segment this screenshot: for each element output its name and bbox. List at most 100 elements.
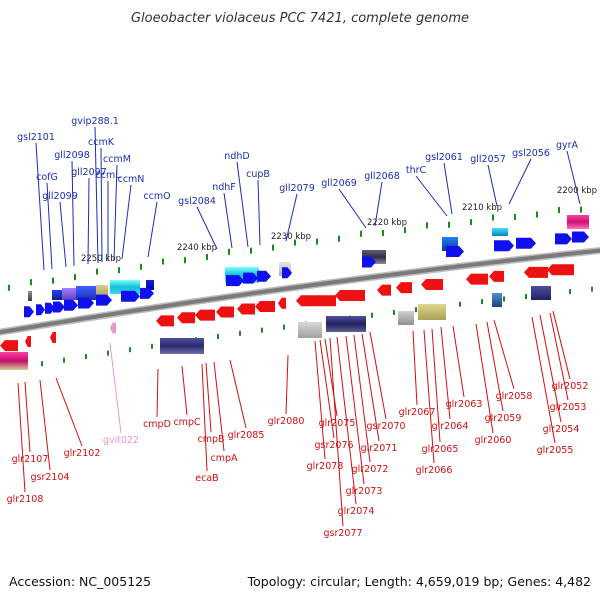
gene-label[interactable]: cupB [246,169,270,180]
reverse-gene-arrow [255,300,275,312]
gene-label[interactable]: cmpB [197,434,224,445]
gene-label[interactable]: glr2053 [550,402,587,413]
gene-labels: gyrA gsl2056 gll2057 gsl2061 thrC gll2068 gll2… [7,116,589,539]
reverse-gene-arrow [524,266,548,278]
gene-label[interactable]: gsr2070 [366,421,405,432]
gene-label[interactable]: glr2075 [319,418,356,429]
gene-label[interactable]: ccmN [118,174,145,185]
cyan-domain-block [492,228,508,236]
gene-label[interactable]: glr2102 [64,448,101,459]
gene-label[interactable]: glr2107 [12,454,49,465]
reverse-gene-arrow [421,279,443,291]
gene-label[interactable]: ccmM [103,154,131,165]
label-leader-line [566,150,581,205]
gene-label[interactable]: gvit022 [103,435,139,446]
pink-domain-block [0,352,28,370]
gene-label[interactable]: gsl2061 [425,152,463,163]
gene-label[interactable]: ccmK [88,137,115,148]
forward-gene-arrow [516,237,536,249]
label-leader-line [493,319,515,390]
grey-domain-block [398,311,414,325]
label-leader-line [113,164,118,261]
gene-label[interactable]: gsl2084 [178,196,216,207]
gene-label[interactable]: gll2097 [71,167,107,178]
gene-label[interactable]: gsr2076 [314,440,353,451]
gene-label[interactable]: glr2108 [7,494,44,505]
reverse-gene-arrow [50,331,56,343]
gene-label[interactable]: glr2078 [307,461,344,472]
gene-label[interactable]: ndhF [212,182,236,193]
label-leader-line [552,310,571,380]
gene-label[interactable]: ecaB [195,473,218,484]
gene-label[interactable]: gsl2056 [512,148,550,159]
gene-label[interactable]: glr2063 [446,399,483,410]
label-leader-line [156,368,159,418]
gene-label[interactable]: ccmO [143,191,170,202]
gene-label[interactable]: gll2069 [321,178,357,189]
gene-label[interactable]: glr2055 [537,445,574,456]
gene-label[interactable]: glr2071 [361,443,398,454]
gene-label[interactable]: ccmL [96,170,122,181]
kbp-label: 2250 kbp [81,254,121,264]
gene-label[interactable]: gll2079 [279,183,315,194]
grey-domain-block [28,291,32,301]
gene-label[interactable]: cmpA [210,453,238,464]
gene-label[interactable]: thrC [406,165,427,176]
gene-label[interactable]: cmpC [173,417,201,428]
forward-gene-arrow [78,297,94,309]
gene-label[interactable]: glr2065 [422,444,459,455]
gene-label[interactable]: glr2072 [352,464,389,475]
reverse-gene-arrow [216,306,234,318]
gene-label[interactable]: glr2066 [416,465,453,476]
gene-label[interactable]: gll2068 [364,171,400,182]
label-leader-line [431,328,441,443]
label-leader-line [345,335,365,485]
gene-label[interactable]: gyrA [556,140,579,151]
map-title: Gloeobacter violaceus PCC 7421, complete… [131,11,469,26]
blue-domain-block [492,293,502,307]
gene-label[interactable]: glr2080 [268,416,305,427]
gene-label[interactable]: ndhD [224,151,249,162]
label-leader-line [121,184,132,260]
violet-domain-block [62,288,76,300]
label-leader-line [236,161,249,248]
gene-label[interactable]: glr2073 [346,486,383,497]
grey-domain-block [298,322,322,338]
gene-label[interactable]: gsl2101 [17,132,55,143]
label-leader-line [549,312,569,401]
gene-label[interactable]: gsr2077 [323,528,362,539]
gene-label[interactable]: cmpD [143,419,171,430]
forward-gene-arrow [446,245,464,257]
gene-label[interactable]: glr2074 [338,506,375,517]
gene-label[interactable]: glr2059 [485,413,522,424]
gene-label[interactable]: glr2060 [475,435,512,446]
gene-label[interactable]: gll2099 [42,191,78,202]
blue-domain-block [76,286,96,300]
forward-gene-arrow [64,299,78,311]
gene-label[interactable]: glr2064 [432,421,469,432]
label-leader-line [338,188,367,229]
gene-label[interactable]: glr2067 [399,407,436,418]
gene-label[interactable]: gll2098 [54,150,90,161]
reverse-gene-arrow [396,282,412,294]
gene-label[interactable]: glr2054 [543,424,580,435]
navy-domain-block [160,338,204,354]
gene-label[interactable]: glr2085 [228,430,265,441]
gene-label[interactable]: gll2057 [470,154,506,165]
label-leader-line [201,363,208,472]
gene-label[interactable]: glr2058 [496,391,533,402]
label-leader-line [423,329,435,464]
forward-gene-arrow [45,302,55,314]
label-leader-line [508,158,532,205]
gene-label[interactable]: gvip288.1 [71,116,119,127]
label-leader-line [285,354,289,415]
gene-arrows [0,231,589,352]
gene-label[interactable]: gsr2104 [30,472,69,483]
reverse-gene-arrow [0,340,18,352]
gene-label[interactable]: cofG [36,172,58,183]
gene-label[interactable]: glr2052 [552,381,589,392]
topology-label: Topology: circular; Length: 4,659,019 bp… [247,574,591,589]
label-leader-line [314,340,326,460]
reverse-gene-arrow [156,315,174,327]
